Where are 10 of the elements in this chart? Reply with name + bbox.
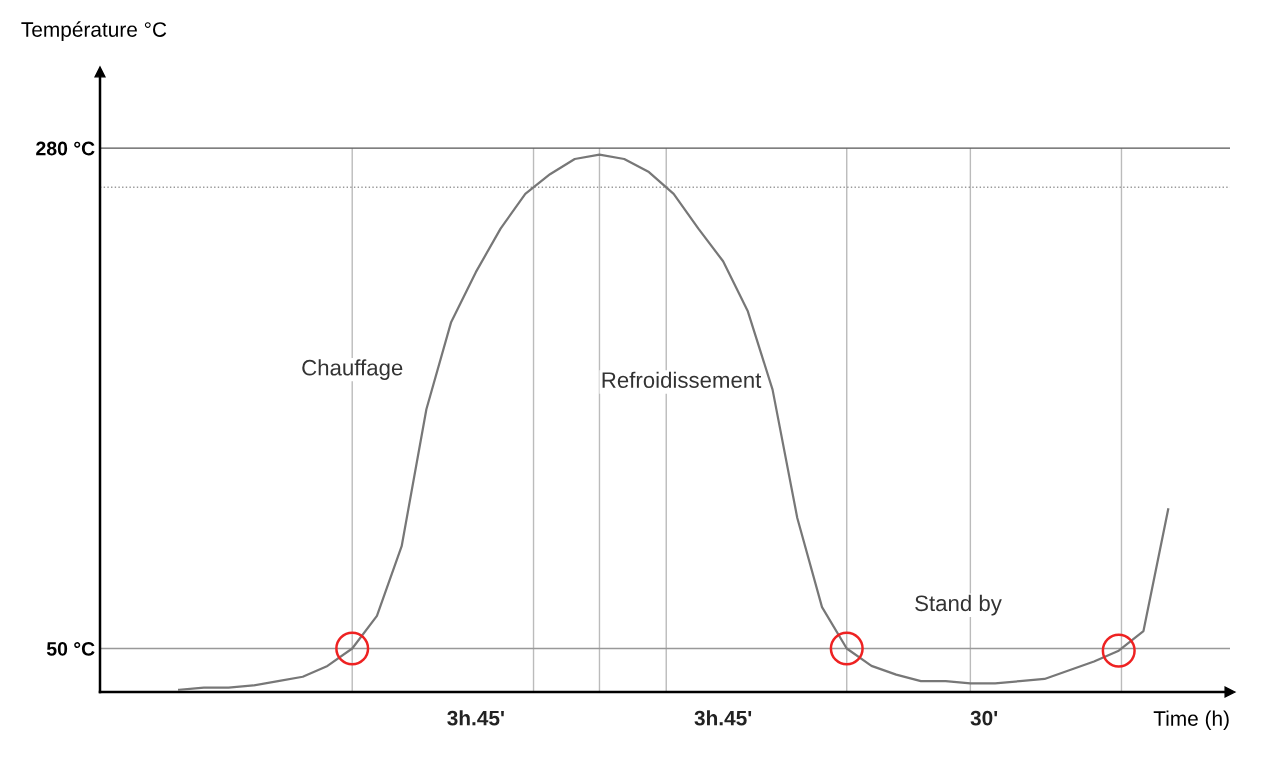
x-axis-title: Time (h)	[1153, 710, 1229, 731]
annotation: Chauffage	[302, 359, 403, 380]
annotation: Refroidissement	[602, 371, 762, 388]
text: 3h.45'	[694, 710, 752, 726]
y-tick-label: 280 °C	[36, 141, 95, 156]
y-tick-label: 50 °C	[46, 641, 95, 656]
annotation: Stand by	[915, 594, 1002, 616]
text: 3h.45'	[447, 710, 504, 726]
text: 30'	[970, 710, 998, 726]
y-axis-title: Température °C	[21, 21, 167, 41]
